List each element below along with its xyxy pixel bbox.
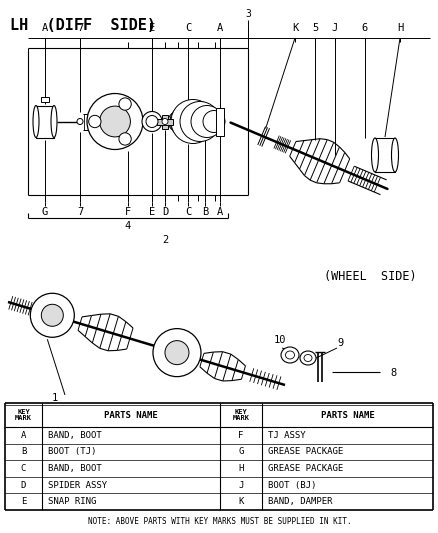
Circle shape	[119, 133, 131, 145]
Text: H: H	[397, 23, 403, 33]
Text: 10: 10	[274, 335, 286, 345]
Text: 7: 7	[77, 207, 83, 217]
Bar	[375, 138, 395, 172]
Circle shape	[87, 93, 143, 149]
Circle shape	[41, 304, 64, 326]
Text: 3: 3	[245, 9, 251, 19]
Text: B: B	[202, 207, 208, 217]
Text: G: G	[238, 447, 244, 456]
Text: K: K	[238, 497, 244, 506]
Text: KEY
MARK: KEY MARK	[15, 408, 32, 422]
Circle shape	[119, 98, 131, 110]
Ellipse shape	[371, 138, 378, 172]
Text: B: B	[21, 447, 26, 456]
Text: BAND, BOOT: BAND, BOOT	[48, 464, 102, 473]
Text: KEY
MARK: KEY MARK	[233, 408, 250, 422]
Bar	[157, 118, 173, 125]
Circle shape	[142, 111, 162, 132]
Ellipse shape	[281, 347, 299, 363]
Text: 6: 6	[362, 23, 368, 33]
Text: 1: 1	[52, 393, 58, 403]
Text: K: K	[292, 23, 298, 33]
Text: G: G	[42, 207, 48, 217]
Bar	[162, 115, 168, 128]
Circle shape	[171, 100, 215, 143]
Circle shape	[170, 106, 202, 138]
Text: 2: 2	[162, 235, 168, 245]
Text: A: A	[217, 207, 223, 217]
Text: SPIDER ASSY: SPIDER ASSY	[48, 481, 107, 490]
Text: 8: 8	[390, 368, 396, 378]
Text: A: A	[42, 23, 48, 33]
Ellipse shape	[286, 351, 294, 359]
Text: 9: 9	[337, 338, 343, 348]
Ellipse shape	[33, 106, 39, 138]
Text: F: F	[238, 431, 244, 440]
Bar	[216, 108, 224, 135]
Ellipse shape	[300, 351, 316, 365]
Circle shape	[153, 329, 201, 377]
Circle shape	[162, 118, 168, 125]
Circle shape	[99, 106, 131, 137]
Circle shape	[168, 111, 188, 132]
Text: E: E	[21, 497, 26, 506]
Circle shape	[146, 116, 158, 127]
Text: 7: 7	[77, 23, 83, 33]
Ellipse shape	[392, 138, 399, 172]
Text: J: J	[332, 23, 338, 33]
Ellipse shape	[51, 106, 57, 138]
Circle shape	[203, 110, 225, 133]
Text: A: A	[217, 23, 223, 33]
Text: NOTE: ABOVE PARTS WITH KEY MARKS MUST BE SUPPLIED IN KIT.: NOTE: ABOVE PARTS WITH KEY MARKS MUST BE…	[88, 518, 352, 527]
Text: SNAP RING: SNAP RING	[48, 497, 96, 506]
Circle shape	[77, 118, 83, 125]
Text: D: D	[162, 207, 168, 217]
Text: LH  (DIFF  SIDE): LH (DIFF SIDE)	[10, 18, 156, 33]
Text: PARTS NAME: PARTS NAME	[104, 410, 158, 419]
Ellipse shape	[304, 354, 312, 361]
Text: C: C	[185, 207, 191, 217]
Circle shape	[180, 101, 220, 141]
Text: A: A	[21, 431, 26, 440]
Text: (WHEEL  SIDE): (WHEEL SIDE)	[324, 270, 416, 283]
Text: C: C	[185, 23, 191, 33]
Text: GREASE PACKAGE: GREASE PACKAGE	[268, 447, 343, 456]
Bar	[41, 96, 49, 101]
Text: 5: 5	[312, 23, 318, 33]
Text: E: E	[149, 207, 155, 217]
Text: 4: 4	[125, 221, 131, 231]
Text: H: H	[238, 464, 244, 473]
Circle shape	[165, 341, 189, 365]
Text: E: E	[149, 23, 155, 33]
Text: PARTS NAME: PARTS NAME	[321, 410, 374, 419]
Text: GREASE PACKAGE: GREASE PACKAGE	[268, 464, 343, 473]
Text: D: D	[21, 481, 26, 490]
Text: C: C	[21, 464, 26, 473]
Text: BAND, BOOT: BAND, BOOT	[48, 431, 102, 440]
Text: BOOT (BJ): BOOT (BJ)	[268, 481, 316, 490]
Text: BOOT (TJ): BOOT (TJ)	[48, 447, 96, 456]
Circle shape	[88, 115, 101, 128]
Text: TJ ASSY: TJ ASSY	[268, 431, 306, 440]
Text: F: F	[125, 207, 131, 217]
Bar	[36, 106, 54, 138]
Circle shape	[191, 106, 223, 138]
Circle shape	[30, 293, 74, 337]
Text: J: J	[238, 481, 244, 490]
Text: BAND, DAMPER: BAND, DAMPER	[268, 497, 332, 506]
